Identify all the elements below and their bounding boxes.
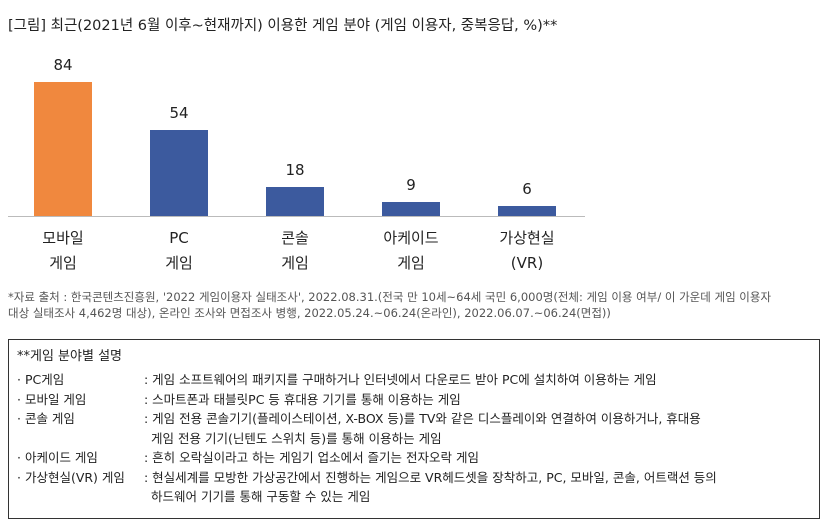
- note-term: · 아케이드 게임: [17, 450, 98, 465]
- x-tick-label: 모바일 게임: [42, 229, 84, 272]
- note-row: · 모바일 게임 : 스마트폰과 태블릿PC 등 휴대용 기기를 통해 이용하는 …: [9, 390, 819, 410]
- bar: [150, 129, 208, 216]
- notes-title: **게임 분야별 설명: [17, 349, 122, 364]
- baseline: [8, 216, 585, 217]
- bar: [34, 82, 92, 216]
- note-term: · 가상현실(VR) 게임: [17, 469, 125, 485]
- x-tick-label: PC 게임: [165, 229, 193, 272]
- x-tick-label: 콘솔 게임: [281, 229, 309, 272]
- bar: [498, 206, 556, 216]
- note-row: · 아케이드 게임 : 흔히 오락실이라고 하는 게임기 업소에서 즐기는 전자오…: [9, 448, 819, 468]
- note-desc: : 흔히 오락실이라고 하는 게임기 업소에서 즐기는 전자오락 게임: [144, 450, 479, 465]
- chart-title: [그림] 최근(2021년 6월 이후~현재까지) 이용한 게임 분야 (게임 …: [8, 18, 558, 34]
- note-row: · 콘솔 게임 : 게임 전용 콘솔기기(플레이스테이션, X-BOX 등)를 T…: [9, 409, 819, 448]
- source-note: *자료 출처 : 한국콘텐츠진흥원, '2022 게임이용자 실태조사', 20…: [8, 290, 772, 320]
- value-label: 6: [522, 180, 532, 199]
- value-label: 18: [285, 161, 305, 180]
- note-desc: : 스마트폰과 태블릿PC 등 휴대용 기기를 통해 이용하는 게임: [144, 391, 461, 407]
- note-desc: : 현실세계를 모방한 가상공간에서 진행하는 게임으로 VR헤드셋을 장착하고…: [144, 469, 717, 505]
- note-term: · PC게임: [17, 372, 65, 387]
- note-row: · PC게임 : 게임 소프트웨어의 패키지를 구매하거나 인터넷에서 다운로드 …: [9, 370, 819, 390]
- note-row: · 가상현실(VR) 게임 : 현실세계를 모방한 가상공간에서 진행하는 게임으…: [9, 468, 819, 507]
- value-label: 9: [406, 175, 416, 194]
- value-label: 54: [169, 103, 189, 122]
- x-tick-label: 아케이드 게임: [383, 229, 439, 272]
- note-desc: : 게임 소프트웨어의 패키지를 구매하거나 인터넷에서 다운로드 받아 PC에…: [144, 372, 657, 387]
- x-tick-label: 가상현실 (VR): [499, 229, 555, 272]
- notes-list: · PC게임 : 게임 소프트웨어의 패키지를 구매하거나 인터넷에서 다운로드 …: [9, 370, 819, 507]
- note-term: · 모바일 게임: [17, 391, 87, 407]
- value-label: 84: [53, 56, 73, 74]
- bar: [382, 201, 440, 216]
- notes-box: **게임 분야별 설명 · PC게임 : 게임 소프트웨어의 패키지를 구매하거나…: [8, 339, 820, 519]
- note-term: · 콘솔 게임: [17, 411, 75, 426]
- note-desc: : 게임 전용 콘솔기기(플레이스테이션, X-BOX 등)를 TV와 같은 디…: [144, 411, 701, 446]
- bar: [266, 187, 324, 216]
